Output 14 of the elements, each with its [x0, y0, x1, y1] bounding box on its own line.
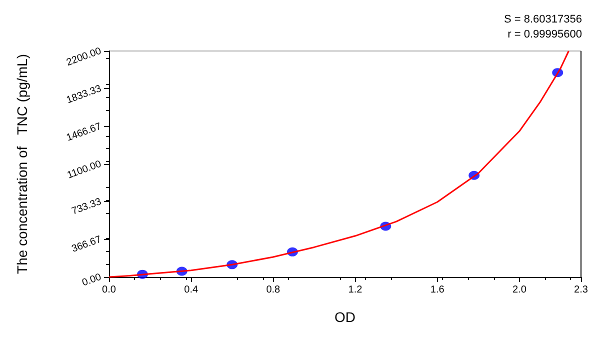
x-tick-label: 2.3: [574, 284, 588, 296]
y-tick-label: 0.00: [80, 272, 104, 289]
text: S = 8.60317356: [504, 14, 582, 26]
y-axis-title: The concentration of TNC (pg/mL): [14, 54, 30, 274]
x-tick-label: 0.0: [102, 284, 116, 296]
x-axis-title: OD: [334, 309, 356, 325]
y-tick-label: 366.67: [70, 234, 104, 255]
text: r = 0.99995600: [508, 28, 582, 40]
x-tick-label: 1.2: [348, 284, 363, 296]
y-tick-label: 733.33: [70, 196, 104, 218]
x-tick-label: 0.4: [184, 284, 198, 296]
x-tick-label: 1.6: [430, 284, 445, 296]
x-tick-label: 0.8: [266, 284, 281, 296]
x-tick-label: 2.0: [512, 284, 527, 296]
